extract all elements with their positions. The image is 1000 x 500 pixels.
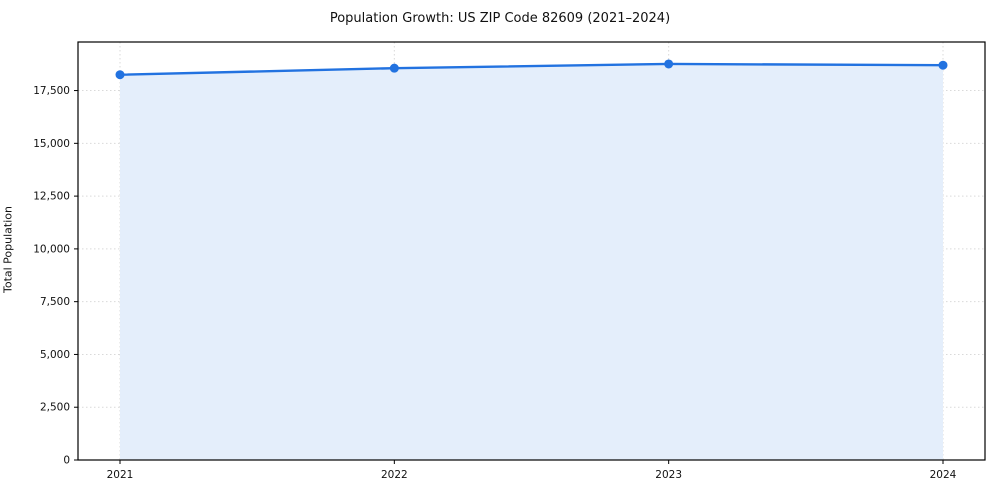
- x-tick-label: 2024: [930, 469, 957, 481]
- data-point[interactable]: [938, 60, 948, 70]
- y-tick-label: 2,500: [40, 402, 70, 414]
- data-point[interactable]: [664, 59, 674, 69]
- data-line: [118, 62, 945, 76]
- plot-border: [77, 41, 986, 461]
- y-tick-label: 17,500: [33, 85, 70, 97]
- y-tick-label: 15,000: [33, 138, 70, 150]
- x-tick-label: 2022: [381, 469, 408, 481]
- x-tick-label: 2023: [655, 469, 682, 481]
- y-tick-label: 0: [63, 455, 70, 467]
- chart-title: Population Growth: US ZIP Code 82609 (20…: [329, 11, 671, 26]
- y-tick-label: 12,500: [33, 191, 70, 203]
- x-tick-label: 2021: [107, 469, 134, 481]
- y-tick-label: 10,000: [33, 243, 70, 255]
- data-point[interactable]: [115, 70, 125, 80]
- y-axis-label: Total Population: [1, 206, 15, 293]
- y-tick-label: 5,000: [40, 349, 70, 361]
- area-fill: [120, 63, 943, 460]
- data-point[interactable]: [389, 63, 399, 73]
- y-tick-label: 7,500: [40, 296, 70, 308]
